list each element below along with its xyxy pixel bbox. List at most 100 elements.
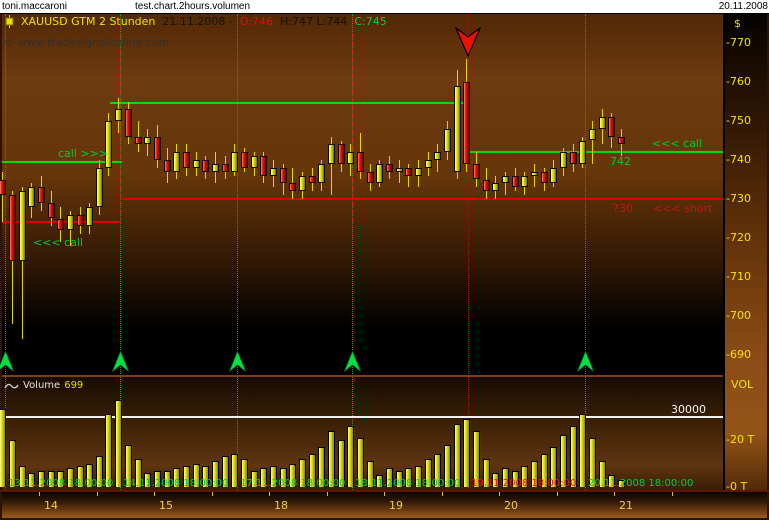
candle[interactable] <box>444 128 451 153</box>
time-navigator[interactable] <box>2 492 767 518</box>
volume-bar[interactable] <box>434 454 441 487</box>
candle[interactable] <box>405 167 412 176</box>
volume-bar[interactable] <box>231 454 238 487</box>
volume-bar[interactable] <box>502 468 509 487</box>
nav-label[interactable]: 19 <box>389 499 403 512</box>
volume-bar[interactable] <box>589 437 596 487</box>
candle[interactable] <box>19 191 26 262</box>
price-axis[interactable] <box>725 14 767 490</box>
volume-bar[interactable] <box>251 470 258 487</box>
candle[interactable] <box>38 187 45 203</box>
pane-divider[interactable] <box>2 375 723 377</box>
nav-label[interactable]: 15 <box>159 499 173 512</box>
candle[interactable] <box>9 195 16 262</box>
candle[interactable] <box>463 82 470 164</box>
candle[interactable] <box>0 179 6 196</box>
volume-bar[interactable] <box>454 423 461 487</box>
volume-bar[interactable] <box>154 470 161 487</box>
document-title[interactable]: test.chart.2hours.volumen <box>135 1 251 12</box>
candle[interactable] <box>105 121 112 168</box>
volume-bar[interactable] <box>125 444 132 487</box>
volume-bar[interactable] <box>570 425 577 487</box>
candle[interactable] <box>502 175 509 184</box>
volume-bar[interactable] <box>0 409 6 487</box>
volume-bar[interactable] <box>492 472 499 487</box>
volume-bar[interactable] <box>86 463 93 487</box>
volume-bar[interactable] <box>77 465 84 487</box>
volume-bar[interactable] <box>425 458 432 487</box>
volume-bar[interactable] <box>318 447 325 487</box>
volume-bar[interactable] <box>212 461 219 487</box>
volume-bar[interactable] <box>9 440 16 487</box>
candle[interactable] <box>77 214 84 227</box>
candle[interactable] <box>386 163 393 172</box>
candle[interactable] <box>115 109 122 121</box>
volume-bar[interactable] <box>328 430 335 487</box>
volume-bar[interactable] <box>579 414 586 487</box>
volume-indicator-label[interactable]: Volume <box>23 380 61 391</box>
nav-label[interactable]: 14 <box>44 499 58 512</box>
candle[interactable] <box>425 160 432 168</box>
volume-bar[interactable] <box>541 454 548 487</box>
volume-bar[interactable] <box>473 430 480 487</box>
volume-bar[interactable] <box>599 461 606 487</box>
candle[interactable] <box>579 140 586 164</box>
volume-bar[interactable] <box>550 447 557 487</box>
volume-bar[interactable] <box>357 437 364 487</box>
candle[interactable] <box>396 167 403 172</box>
nav-label[interactable]: 18 <box>274 499 288 512</box>
volume-bar[interactable] <box>444 444 451 487</box>
volume-bar[interactable] <box>483 458 490 487</box>
volume-bar[interactable] <box>560 435 567 487</box>
candle[interactable] <box>309 175 316 184</box>
candle[interactable] <box>299 175 306 192</box>
candle[interactable] <box>531 171 538 176</box>
volume-bar[interactable] <box>289 463 296 487</box>
volume-bar[interactable] <box>260 468 267 487</box>
candle[interactable] <box>193 160 200 168</box>
candle[interactable] <box>289 183 296 192</box>
volume-bar[interactable] <box>463 418 470 487</box>
candle[interactable] <box>560 152 567 168</box>
volume-bar[interactable] <box>173 468 180 487</box>
candle[interactable] <box>135 136 142 145</box>
candle[interactable] <box>280 167 287 184</box>
candle[interactable] <box>357 152 364 172</box>
candle[interactable] <box>202 160 209 172</box>
candle[interactable] <box>454 85 461 172</box>
volume-bar[interactable] <box>531 461 538 487</box>
candle[interactable] <box>48 202 55 219</box>
volume-bar[interactable] <box>105 414 112 487</box>
volume-bar[interactable] <box>618 479 625 487</box>
volume-bar[interactable] <box>28 472 35 487</box>
volume-bar[interactable] <box>164 470 171 487</box>
volume-bar[interactable] <box>67 468 74 487</box>
nav-label[interactable]: 20 <box>504 499 518 512</box>
volume-bar[interactable] <box>512 470 519 487</box>
volume-bar[interactable] <box>222 456 229 487</box>
candle[interactable] <box>125 109 132 137</box>
volume-bar[interactable] <box>270 465 277 487</box>
candle[interactable] <box>618 136 625 145</box>
candle[interactable] <box>599 117 606 129</box>
volume-bar[interactable] <box>144 472 151 487</box>
symbol-title[interactable]: XAUUSD GTM 2 Stunden <box>21 15 156 28</box>
candle[interactable] <box>231 152 238 172</box>
volume-bar[interactable] <box>367 461 374 487</box>
volume-bar[interactable] <box>521 465 528 487</box>
candle[interactable] <box>521 175 528 188</box>
candle[interactable] <box>96 167 103 207</box>
candle[interactable] <box>318 163 325 184</box>
volume-bar[interactable] <box>57 470 64 487</box>
candle[interactable] <box>347 152 354 164</box>
candle[interactable] <box>241 152 248 168</box>
candle[interactable] <box>173 152 180 172</box>
candle[interactable] <box>144 136 151 145</box>
candle[interactable] <box>57 218 64 231</box>
volume-bar[interactable] <box>193 463 200 487</box>
candle[interactable] <box>328 144 335 164</box>
candle[interactable] <box>183 152 190 168</box>
volume-bar[interactable] <box>96 456 103 487</box>
candle[interactable] <box>67 214 74 231</box>
candle[interactable] <box>415 167 422 176</box>
